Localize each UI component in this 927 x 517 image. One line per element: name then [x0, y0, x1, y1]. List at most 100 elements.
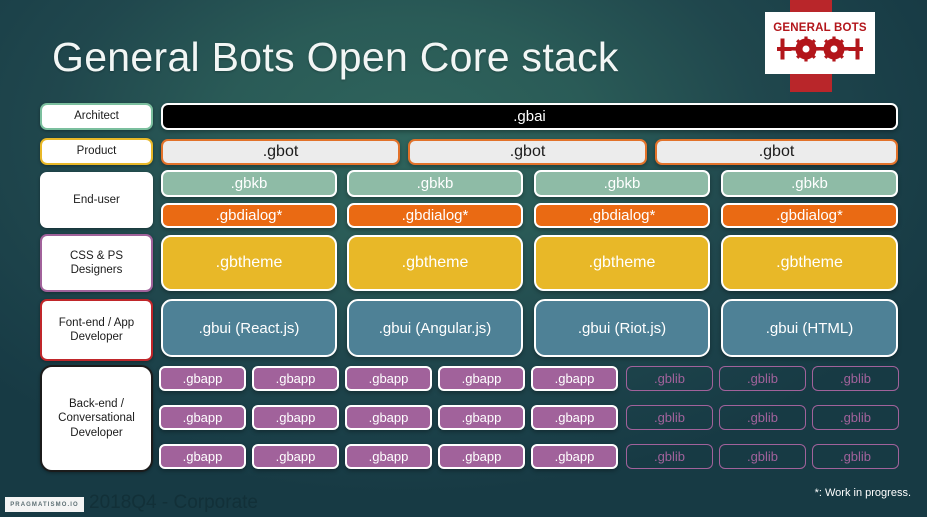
- stack-cell-gbapp[interactable]: .gbapp: [252, 366, 339, 391]
- stack-cell-gbapp[interactable]: .gbapp: [438, 405, 525, 430]
- stack-cell-gbapp[interactable]: .gbapp: [345, 366, 432, 391]
- stack-cell-gbapp[interactable]: .gbapp: [252, 444, 339, 469]
- footer-caption: 2018Q4 - Corporate: [89, 492, 258, 513]
- stack-cell-gbui-riot[interactable]: .gbui (Riot.js): [534, 299, 710, 357]
- stack-cell-label: .gbai: [513, 108, 546, 125]
- stack-cell-gbapp[interactable]: .gbapp: [438, 366, 525, 391]
- stack-cell-gbui-react[interactable]: .gbui (React.js): [161, 299, 337, 357]
- stack-cell-gbot[interactable]: .gbot: [655, 139, 898, 165]
- role-label-backend-conversational-developer: Back-end / Conversational Developer: [40, 365, 153, 472]
- stack-cell-gbapp[interactable]: .gbapp: [345, 405, 432, 430]
- stack-cell-gbapp[interactable]: .gbapp: [345, 444, 432, 469]
- stack-cell-gbtheme[interactable]: .gbtheme: [721, 235, 898, 291]
- stack-cell-gbtheme[interactable]: .gbtheme: [347, 235, 523, 291]
- stack-cell-label: .gbdialog*: [215, 207, 283, 224]
- page-title: General Bots Open Core stack: [52, 34, 619, 80]
- stack-cell-gbot[interactable]: .gbot: [408, 139, 647, 165]
- stack-cell-gblib[interactable]: .gblib: [812, 405, 899, 430]
- role-label-end-user: End-user: [40, 172, 153, 228]
- stack-cell-gbui-angular[interactable]: .gbui (Angular.js): [347, 299, 523, 357]
- role-label-text: Back-end / Conversational Developer: [58, 397, 135, 439]
- stack-cell-label: .gbapp: [368, 449, 409, 464]
- stack-cell-gbai[interactable]: .gbai: [161, 103, 898, 130]
- stack-cell-label: .gbapp: [275, 410, 316, 425]
- stack-cell-gblib[interactable]: .gblib: [719, 444, 806, 469]
- stack-cell-gbtheme[interactable]: .gbtheme: [161, 235, 337, 291]
- stack-cell-label: .gbdialog*: [588, 207, 656, 224]
- stack-cell-gbkb[interactable]: .gbkb: [534, 170, 710, 197]
- stack-cell-gbot[interactable]: .gbot: [161, 139, 400, 165]
- stack-cell-label: .gbkb: [603, 175, 641, 192]
- stack-cell-label: .gbapp: [368, 371, 409, 386]
- general-bots-logo: GENERAL BOTS: [765, 12, 875, 74]
- stack-cell-label: .gbapp: [182, 371, 223, 386]
- stack-cell-label: .gblib: [839, 410, 872, 425]
- general-bots-logo-text: GENERAL BOTS: [773, 21, 867, 34]
- stack-cell-label: .gbapp: [554, 410, 595, 425]
- work-in-progress-note: *: Work in progress.: [814, 487, 911, 499]
- stack-cell-gbapp[interactable]: .gbapp: [531, 366, 618, 391]
- stack-cell-gbapp[interactable]: .gbapp: [159, 366, 246, 391]
- stack-cell-label: .gbapp: [461, 449, 502, 464]
- stack-cell-gblib[interactable]: .gblib: [626, 405, 713, 430]
- stack-cell-gbkb[interactable]: .gbkb: [721, 170, 898, 197]
- stack-cell-gbkb[interactable]: .gbkb: [347, 170, 523, 197]
- role-label-text: Font-end / App Developer: [58, 316, 135, 343]
- stack-cell-label: .gbapp: [182, 410, 223, 425]
- stack-cell-label: .gbui (Angular.js): [378, 319, 492, 337]
- stack-cell-gbdialog[interactable]: .gbdialog*: [721, 203, 898, 228]
- stack-cell-gbapp[interactable]: .gbapp: [159, 444, 246, 469]
- stack-cell-label: .gblib: [746, 371, 779, 386]
- stack-cell-label: .gblib: [746, 449, 779, 464]
- stack-cell-gbapp[interactable]: .gbapp: [531, 405, 618, 430]
- stack-cell-gbdialog[interactable]: .gbdialog*: [161, 203, 337, 228]
- stack-cell-gblib[interactable]: .gblib: [719, 366, 806, 391]
- stack-cell-label: .gbapp: [461, 371, 502, 386]
- stack-cell-gblib[interactable]: .gblib: [812, 366, 899, 391]
- pragmatismo-logo-text: PRAGMATISMO.IO: [10, 501, 79, 508]
- stack-cell-label: .gbapp: [554, 371, 595, 386]
- gears-icon: [777, 36, 863, 62]
- stack-cell-label: .gbtheme: [588, 254, 656, 271]
- stack-cell-label: .gblib: [839, 371, 872, 386]
- stack-cell-label: .gbdialog*: [776, 207, 843, 224]
- stack-cell-label: .gbot: [758, 143, 795, 160]
- stack-cell-gbapp[interactable]: .gbapp: [531, 444, 618, 469]
- role-label-frontend-app-developer: Font-end / App Developer: [40, 299, 153, 361]
- stack-cell-label: .gbkb: [416, 175, 454, 192]
- stack-cell-label: .gbtheme: [776, 254, 843, 271]
- stack-cell-gbui-html[interactable]: .gbui (HTML): [721, 299, 898, 357]
- stack-cell-label: .gbapp: [275, 449, 316, 464]
- role-label-product: Product: [40, 138, 153, 165]
- stack-cell-gbtheme[interactable]: .gbtheme: [534, 235, 710, 291]
- stack-cell-label: .gbapp: [275, 371, 316, 386]
- stack-cell-gblib[interactable]: .gblib: [626, 444, 713, 469]
- stack-cell-gblib[interactable]: .gblib: [719, 405, 806, 430]
- stack-cell-gblib[interactable]: .gblib: [812, 444, 899, 469]
- stack-cell-gbapp[interactable]: .gbapp: [438, 444, 525, 469]
- pragmatismo-logo: PRAGMATISMO.IO: [5, 497, 84, 512]
- stack-cell-label: .gblib: [839, 449, 872, 464]
- role-label-architect: Architect: [40, 103, 153, 130]
- stack-cell-gbdialog[interactable]: .gbdialog*: [347, 203, 523, 228]
- stack-cell-gbkb[interactable]: .gbkb: [161, 170, 337, 197]
- stack-cell-label: .gbapp: [461, 410, 502, 425]
- stack-cell-gbdialog[interactable]: .gbdialog*: [534, 203, 710, 228]
- stack-cell-gbapp[interactable]: .gbapp: [159, 405, 246, 430]
- stack-cell-label: .gbapp: [182, 449, 223, 464]
- role-label-text: CSS & PS Designers: [69, 249, 124, 276]
- stack-cell-gbapp[interactable]: .gbapp: [252, 405, 339, 430]
- stack-cell-label: .gblib: [653, 371, 686, 386]
- stack-cell-label: .gbdialog*: [401, 207, 469, 224]
- stack-cell-gblib[interactable]: .gblib: [626, 366, 713, 391]
- stack-cell-label: .gbkb: [791, 175, 828, 192]
- stack-cell-label: .gbui (React.js): [198, 319, 300, 337]
- stack-cell-label: .gblib: [653, 449, 686, 464]
- stack-cell-label: .gbot: [509, 143, 546, 160]
- stack-cell-label: .gbtheme: [215, 254, 283, 271]
- role-label-text: Architect: [74, 110, 119, 123]
- stack-cell-label: .gbtheme: [401, 254, 469, 271]
- stack-cell-label: .gbui (Riot.js): [577, 319, 667, 337]
